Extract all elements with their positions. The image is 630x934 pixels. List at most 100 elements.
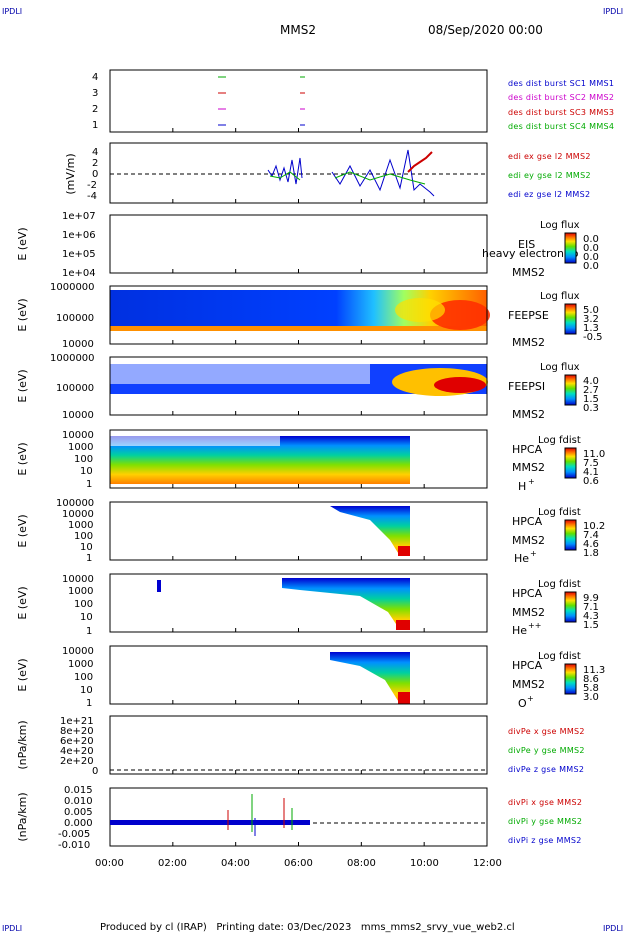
p9-tick: 100: [74, 672, 93, 683]
p5-cb-tick: 1.5: [583, 394, 599, 405]
p4-instrument: FEEPSE: [508, 309, 549, 322]
p7-cb-tick: 10.2: [583, 521, 605, 532]
p6-cb-tick: 4.1: [583, 467, 599, 478]
p5-colorbar: [564, 374, 577, 406]
edi-ez-trace: [331, 149, 435, 197]
p7-cb-tick: 4.6: [583, 539, 599, 550]
p11-tick: 0.005: [64, 807, 93, 818]
p6-cb-tick: 7.5: [583, 458, 599, 469]
p6-tick: 10000: [62, 430, 94, 441]
p3-tick: 1e+07: [62, 211, 96, 222]
p9-species: O: [518, 697, 527, 710]
p8-tick: 100: [74, 599, 93, 610]
p9-ylabel: E (eV): [16, 658, 29, 691]
corner-label-bottom-right: IPDLI: [603, 924, 623, 933]
p8-cb-tick: 7.1: [583, 602, 599, 613]
panel-divpe: (nPa/km) 1e+21 8e+20 6e+20 4e+20 2e+20 0…: [16, 715, 585, 777]
p10-tick: 8e+20: [60, 726, 94, 737]
p9-tick: 10: [80, 685, 93, 696]
p3-cb-tick: 0.0: [583, 243, 599, 254]
p5-tick: 10000: [62, 410, 94, 421]
x-tick: 10:00: [410, 858, 439, 869]
p11-tick: -0.005: [58, 829, 90, 840]
p6-instrument: HPCA: [512, 443, 543, 456]
p4-tick: 10000: [62, 339, 94, 350]
p9-cb-tick: 5.8: [583, 683, 599, 694]
p1-legend-1: des dist burst SC1 MMS1: [508, 79, 614, 88]
p6-cb-title: Log fdist: [538, 435, 581, 446]
p5-cb-tick: 4.0: [583, 376, 599, 387]
p4-cb-tick: 3.2: [583, 314, 599, 325]
p9-cb-tick: 3.0: [583, 692, 599, 703]
p9-tick: 1: [86, 698, 92, 709]
p11-tick: 0.010: [64, 796, 93, 807]
p10-tick: 4e+20: [60, 746, 94, 757]
panel-hpca-he1: E (eV) 100000 10000 1000 100 10 1 HPCA M…: [16, 498, 605, 565]
p3-cb-title: Log flux: [540, 220, 580, 231]
panel-eis: E (eV) 1e+07 1e+06 1e+05 1e+04 EIS heavy…: [16, 211, 599, 279]
p4-tick: 100000: [56, 313, 94, 324]
p11-legend-3: divPi z gse MMS2: [508, 836, 582, 845]
p11-tick: 0.000: [64, 818, 93, 829]
p6-tick: 10: [80, 466, 93, 477]
p10-legend-1: divPe x gse MMS2: [508, 727, 585, 736]
p2-ylabel: (mV/m): [64, 153, 77, 194]
p10-legend-2: divPe y gse MMS2: [508, 746, 585, 755]
p4-cb-title: Log flux: [540, 291, 580, 302]
p4-tick: 1000000: [50, 282, 95, 293]
p7-tick: 10: [80, 542, 93, 553]
p7-cb-title: Log fdist: [538, 507, 581, 518]
p2-tick: 4: [92, 147, 98, 158]
p4-ylabel: E (eV): [16, 298, 29, 331]
p1-tick: 1: [92, 120, 98, 131]
p7-cb-tick: 7.4: [583, 530, 599, 541]
p8-tick: 10: [80, 612, 93, 623]
p5-tick: 1000000: [50, 353, 95, 364]
p9-tick: 10000: [62, 646, 94, 657]
panel-divpi: (nPa/km) 0.015 0.010 0.005 0.000 -0.005 …: [16, 785, 582, 851]
p5-instrument: FEEPSI: [508, 380, 545, 393]
p2-tick: 2: [92, 158, 98, 169]
p8-tick: 10000: [62, 574, 94, 585]
p11-tick: 0.015: [64, 785, 93, 796]
plot-date: 08/Sep/2020 00:00: [428, 23, 543, 37]
p8-cb-tick: 9.9: [583, 593, 599, 604]
x-tick: 04:00: [221, 858, 250, 869]
p2-tick: 0: [92, 169, 98, 180]
panel-hpca-he2: E (eV) 10000 1000 100 10 1 HPCA MMS2 He …: [16, 573, 599, 637]
p4-cb-tick: 5.0: [583, 305, 599, 316]
p3-colorbar: [564, 232, 577, 264]
p1-legend-4: des dist burst SC4 MMS4: [508, 122, 614, 131]
hpca-he2-spectrogram: [282, 578, 410, 630]
p10-legend-3: divPe z gse MMS2: [508, 765, 584, 774]
p1-tick: 2: [92, 104, 98, 115]
p6-species: H: [518, 480, 526, 493]
hpca-he1-spectrogram: [330, 506, 410, 556]
p10-tick: 0: [92, 766, 98, 777]
p9-tick: 1000: [68, 659, 93, 670]
p2-legend-3: edi ez gse l2 MMS2: [508, 190, 590, 199]
plot-title: MMS2: [280, 23, 316, 37]
p7-ylabel: E (eV): [16, 514, 29, 547]
p9-cb-tick: 8.6: [583, 674, 599, 685]
p2-legend-2: edi ey gse l2 MMS2: [508, 171, 591, 180]
p2-tick: -2: [87, 180, 97, 191]
p9-instrument: HPCA: [512, 659, 543, 672]
p1-tick: 3: [92, 88, 98, 99]
p5-cb-tick: 0.3: [583, 403, 599, 414]
divpi-z-trace: [110, 820, 310, 825]
p7-tick: 1000: [68, 520, 93, 531]
corner-label-top-left: IPDLI: [2, 7, 22, 16]
p8-instrument: HPCA: [512, 587, 543, 600]
p8-cb-tick: 1.5: [583, 620, 599, 631]
p9-cb-title: Log fdist: [538, 651, 581, 662]
p11-legend-1: divPi x gse MMS2: [508, 798, 582, 807]
p7-cb-tick: 1.8: [583, 548, 599, 559]
p10-tick: 2e+20: [60, 756, 94, 767]
p4-colorbar: [564, 303, 577, 335]
p7-spacecraft: MMS2: [512, 534, 545, 547]
edi-ex-trace: [407, 151, 433, 173]
x-tick: 08:00: [347, 858, 376, 869]
p8-cb-title: Log fdist: [538, 579, 581, 590]
